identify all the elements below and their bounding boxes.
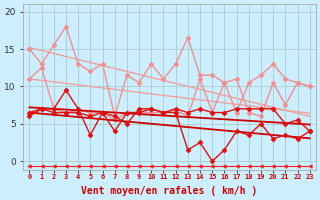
X-axis label: Vent moyen/en rafales ( km/h ): Vent moyen/en rafales ( km/h ) bbox=[82, 186, 258, 196]
